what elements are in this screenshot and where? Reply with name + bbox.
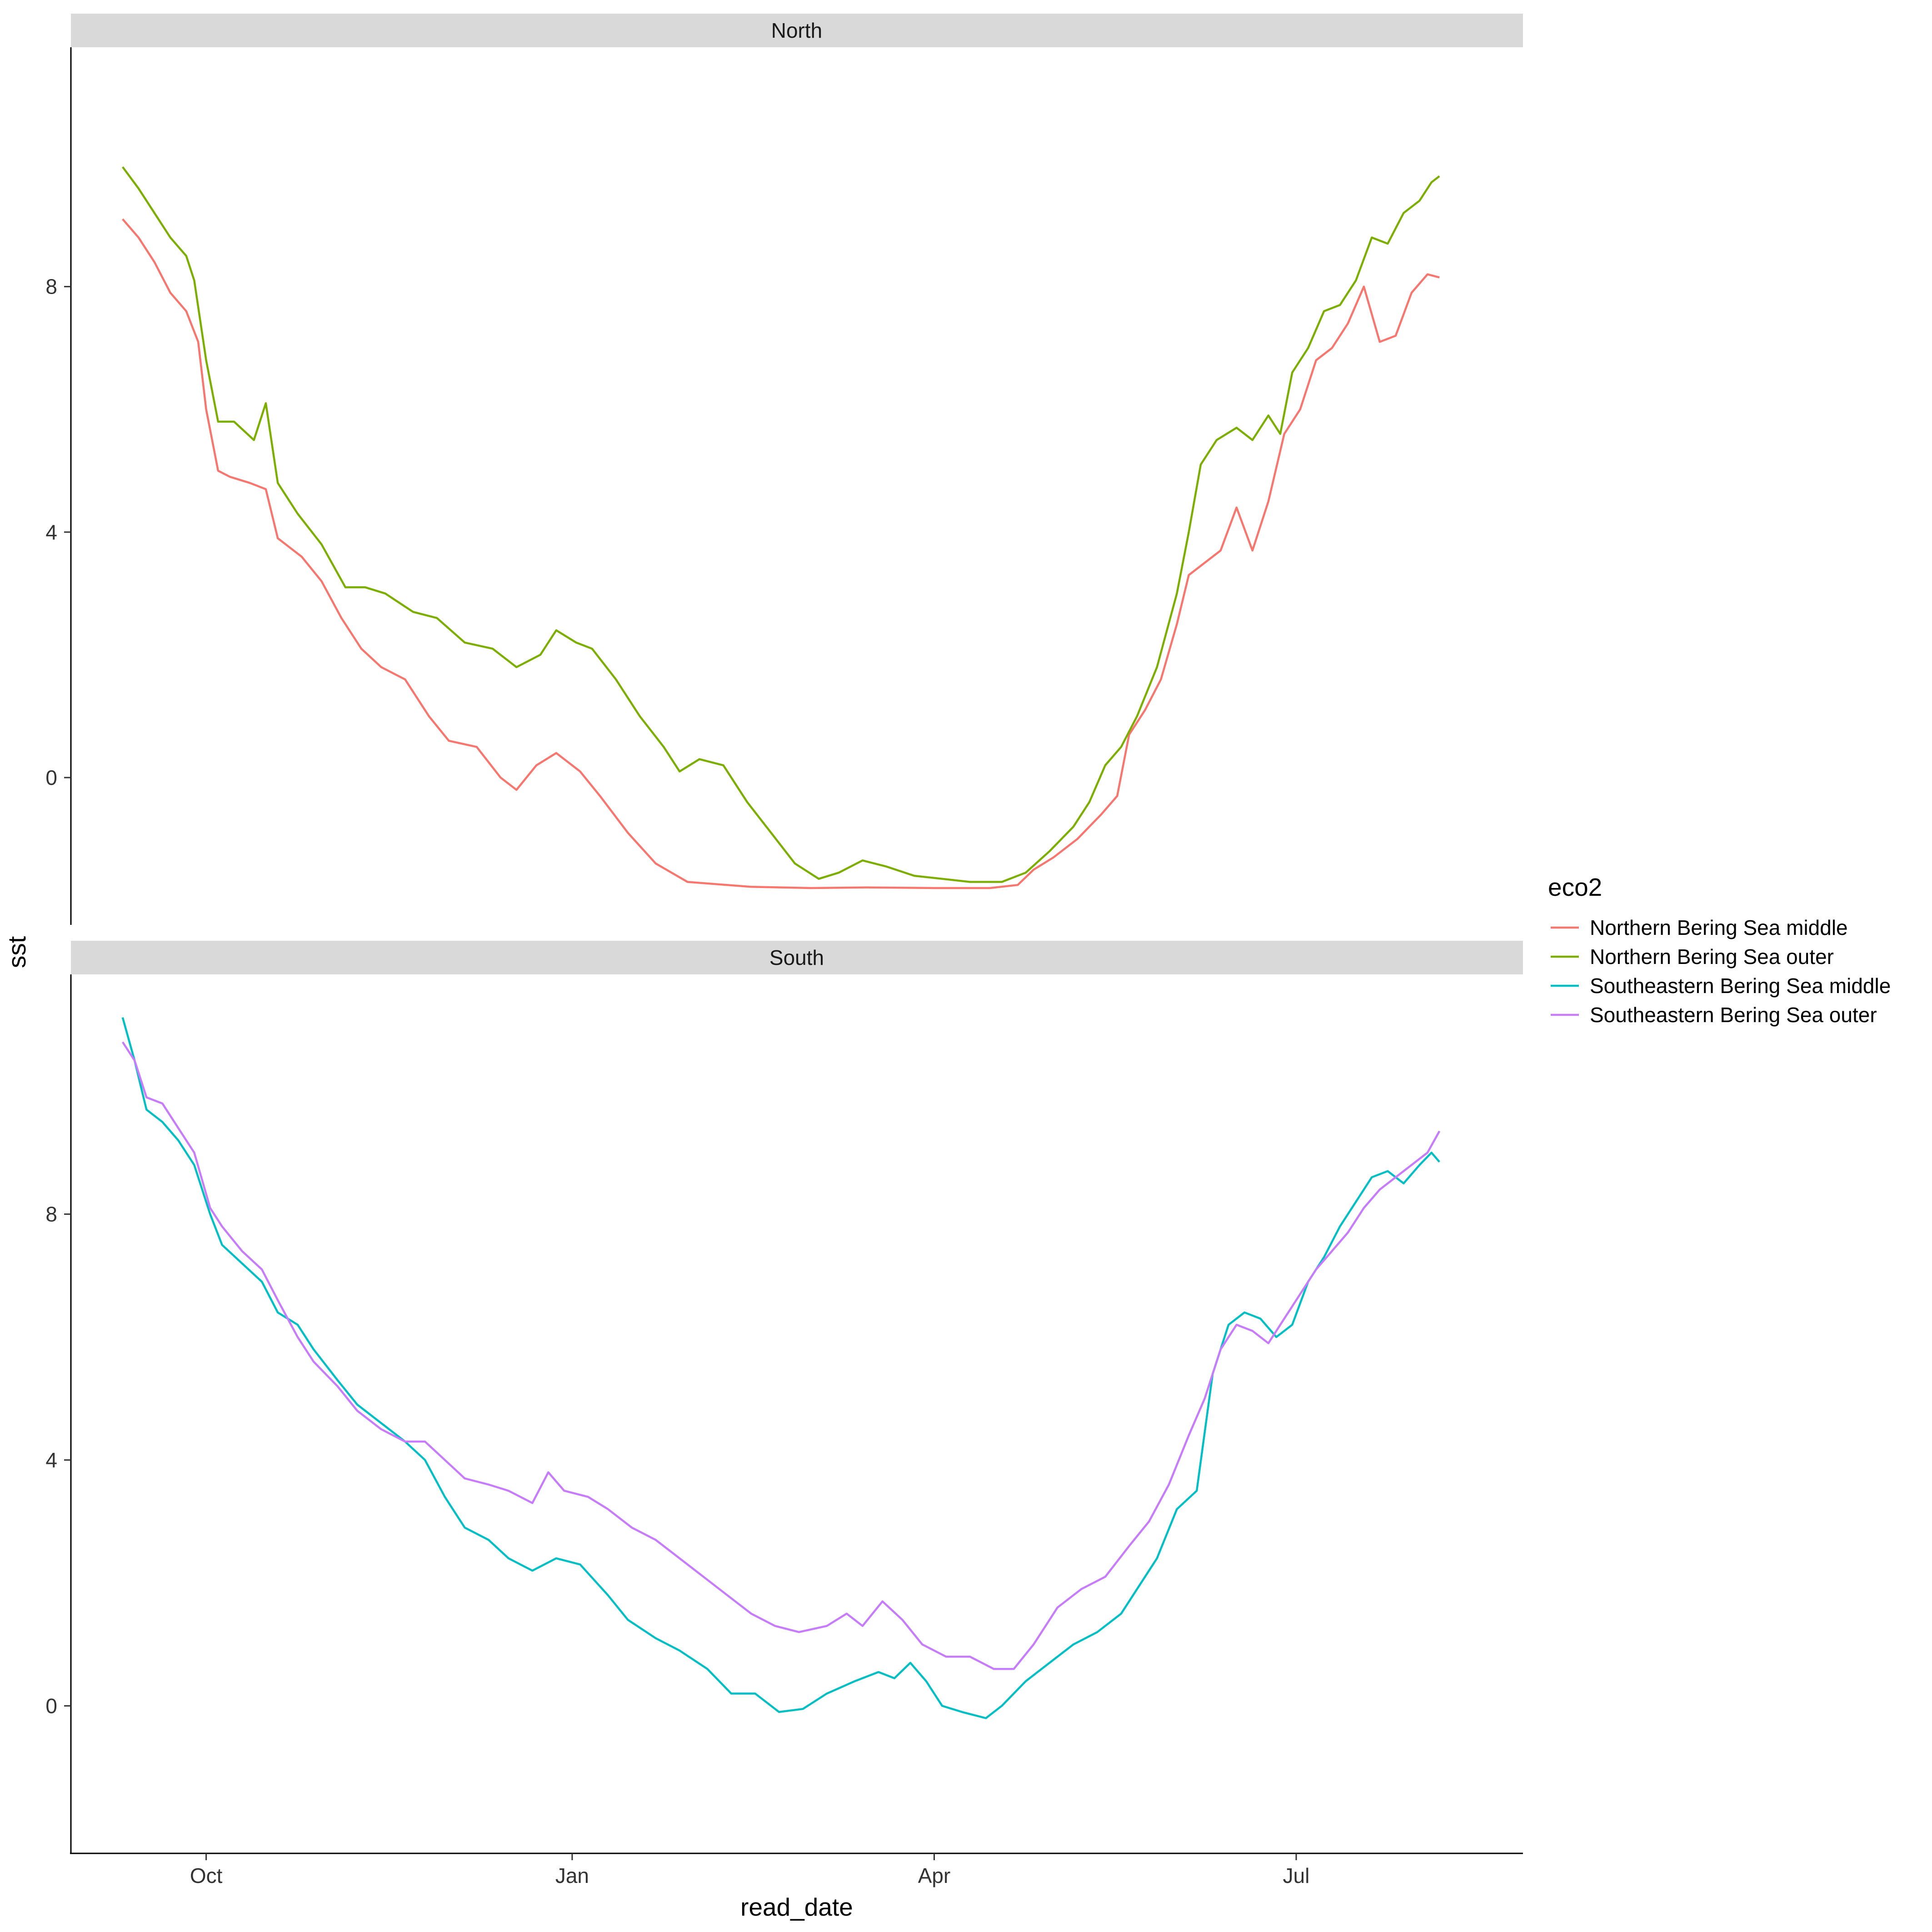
y-tick-label: 8 — [45, 275, 57, 299]
series-line-northern-bering-sea-middle — [122, 218, 1440, 889]
series-group-north — [121, 166, 1440, 889]
y-ticks-north: 0 4 8 — [45, 275, 71, 789]
x-ticks: Oct Jan Apr Jul — [190, 1853, 1310, 1887]
legend: eco2 Northern Bering Sea middleNorthern … — [1548, 873, 1891, 1027]
x-tick-label: Apr — [918, 1864, 951, 1887]
y-ticks-south: 0 4 8 — [45, 1202, 71, 1717]
y-tick-label: 4 — [45, 520, 57, 544]
facet-strip-label-north: North — [771, 19, 822, 42]
facet-strip-south — [71, 941, 1523, 974]
series-group-south — [121, 1017, 1441, 1719]
series-line-northern-bering-sea-outer — [121, 166, 1440, 883]
x-tick-label: Jul — [1283, 1864, 1310, 1887]
legend-label-northern-bering-sea-middle: Northern Bering Sea middle — [1590, 916, 1848, 939]
y-tick-label: 8 — [45, 1202, 57, 1226]
facet-strip-label-south: South — [769, 946, 824, 969]
facet-panel-north: North 0 4 8 — [45, 14, 1523, 925]
series-line-southeastern-bering-sea-outer — [121, 1041, 1441, 1670]
x-axis-title: read_date — [740, 1893, 853, 1921]
series-line-southeastern-bering-sea-middle — [121, 1017, 1440, 1719]
x-tick-label: Jan — [555, 1864, 589, 1887]
legend-label-northern-bering-sea-outer: Northern Bering Sea outer — [1590, 945, 1834, 968]
y-tick-label: 0 — [45, 1694, 57, 1717]
y-axis-title: sst — [3, 936, 31, 968]
legend-title: eco2 — [1548, 873, 1602, 901]
facet-strip-north — [71, 14, 1523, 47]
y-tick-label: 4 — [45, 1448, 57, 1472]
legend-label-southeastern-bering-sea-middle: Southeastern Bering Sea middle — [1590, 974, 1891, 998]
legend-items: Northern Bering Sea middle Northern Berin… — [1551, 916, 1891, 1027]
x-tick-label: Oct — [190, 1864, 223, 1887]
legend-label-southeastern-bering-sea-outer: Southeastern Bering Sea outer — [1590, 1003, 1877, 1027]
facet-panel-south: South 0 4 8 Oct Jan Apr Jul — [45, 941, 1523, 1887]
y-tick-label: 0 — [45, 766, 57, 789]
